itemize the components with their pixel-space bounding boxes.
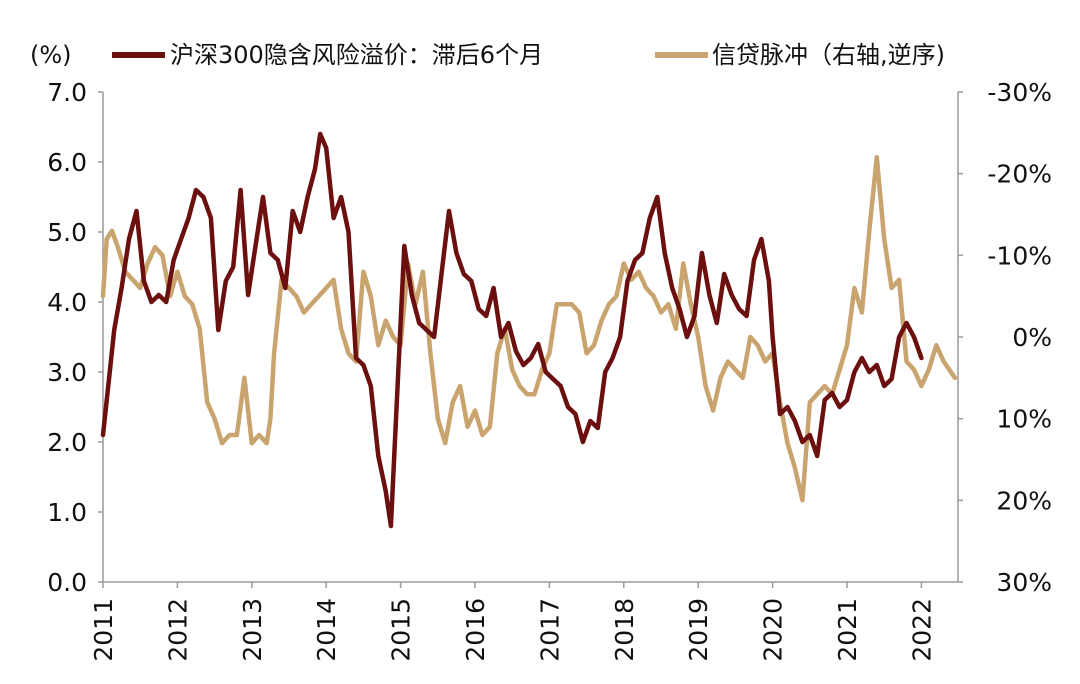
y-left-tick-label: 7.0 bbox=[47, 78, 87, 107]
y-right-tick-label: 0% bbox=[1012, 323, 1052, 352]
x-tick-label: 2021 bbox=[833, 598, 862, 662]
series-line-2 bbox=[100, 155, 958, 503]
x-tick-label: 2022 bbox=[907, 598, 936, 662]
x-tick-label: 2012 bbox=[163, 598, 192, 662]
x-tick-label: 2016 bbox=[461, 598, 490, 662]
legend: (%) 沪深300隐含风险溢价：滞后6个月 信贷脉冲（右轴,逆序) bbox=[30, 41, 945, 69]
y-left-tick-label: 2.0 bbox=[47, 428, 87, 457]
x-tick-label: 2014 bbox=[312, 598, 341, 662]
y-right-tick-label: -20% bbox=[987, 160, 1052, 189]
axes: 0.0 1.0 2.0 3.0 4.0 5.0 6.0 7.0 -30% -20% -10% 0% 10… bbox=[47, 78, 1052, 662]
y-left-tick-label: 3.0 bbox=[47, 358, 87, 387]
x-tick-label: 2019 bbox=[684, 598, 713, 662]
y-right-tick-label: 10% bbox=[996, 405, 1052, 434]
legend-label-series-2: 信贷脉冲（右轴,逆序) bbox=[712, 41, 945, 69]
series-layer bbox=[100, 131, 958, 529]
y-left-tick-label: 5.0 bbox=[47, 218, 87, 247]
y-left-tick-label: 1.0 bbox=[47, 498, 87, 527]
y-left-tick-label: 4.0 bbox=[47, 288, 87, 317]
x-tick-label: 2011 bbox=[89, 598, 118, 662]
series-line-1 bbox=[100, 131, 924, 529]
x-tick-label: 2015 bbox=[387, 598, 416, 662]
y-right-tick-label: -10% bbox=[987, 241, 1052, 270]
x-tick-label: 2018 bbox=[610, 598, 639, 662]
x-tick-label: 2013 bbox=[238, 598, 267, 662]
y-left-tick-label: 0.0 bbox=[47, 568, 87, 597]
y-right-tick-label: 30% bbox=[996, 568, 1052, 597]
y-right-tick-label: -30% bbox=[987, 78, 1052, 107]
legend-label-series-1: 沪深300隐含风险溢价：滞后6个月 bbox=[170, 41, 543, 69]
x-tick-label: 2020 bbox=[759, 598, 788, 662]
unit-label: (%) bbox=[30, 41, 72, 69]
x-tick-label: 2017 bbox=[535, 598, 564, 662]
y-right-tick-label: 20% bbox=[996, 486, 1052, 515]
y-left-tick-label: 6.0 bbox=[47, 148, 87, 177]
